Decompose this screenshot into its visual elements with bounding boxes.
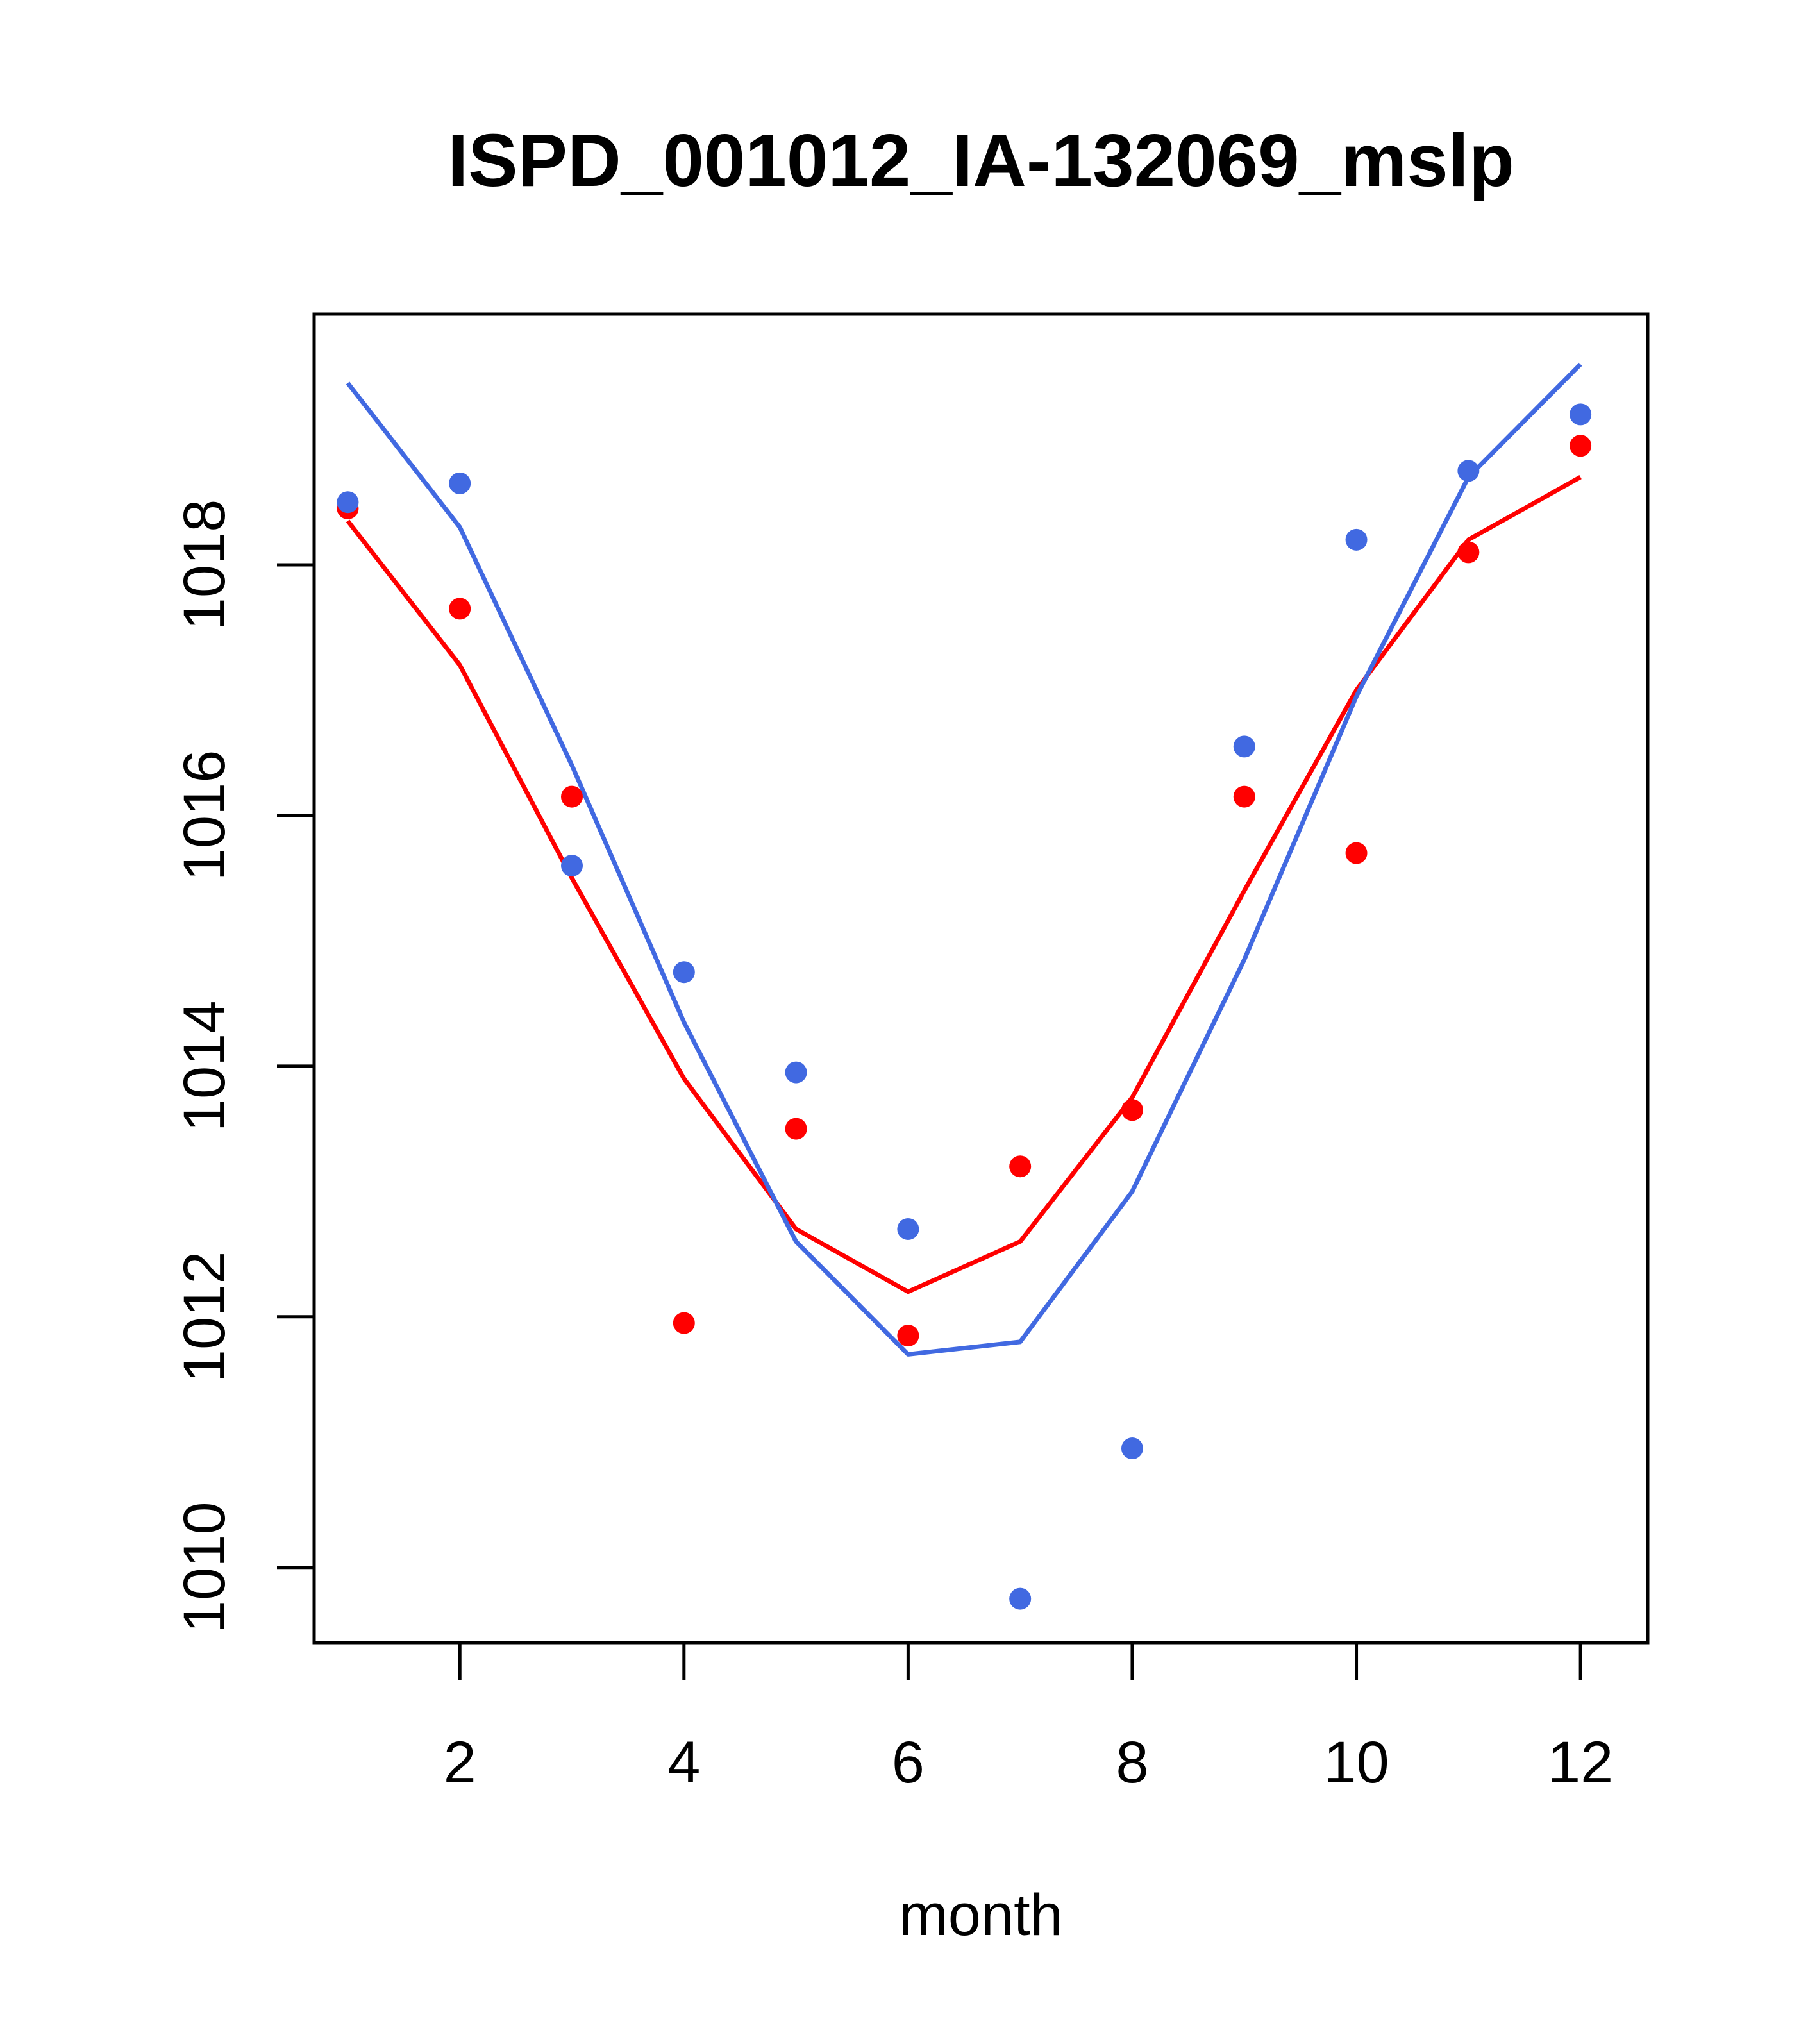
blue-line-series	[346, 362, 1582, 1357]
blue-points-point-10	[1345, 528, 1368, 551]
x-tick-label-4: 10	[1323, 1730, 1389, 1795]
blue-points-point-12	[1570, 403, 1592, 426]
y-axis: 1010 1012 1014 1016 1018	[172, 499, 316, 1633]
blue-points-point-7	[1009, 1587, 1032, 1610]
blue-points-point-5	[785, 1061, 807, 1084]
x-tick-label-2: 6	[892, 1730, 925, 1795]
red-points-point-3	[561, 785, 583, 808]
blue-points-point-6	[897, 1218, 919, 1240]
red-points-point-7	[1009, 1155, 1032, 1178]
y-tick-label-0: 1010	[172, 1502, 237, 1633]
y-tick-label-4: 1018	[172, 499, 237, 631]
series-lines	[346, 362, 1582, 1357]
blue-points-point-9	[1233, 735, 1255, 758]
blue-points-point-1	[337, 491, 359, 514]
chart-title: ISPD_001012_IA-132069_mslp	[448, 119, 1514, 202]
red-points-point-5	[785, 1118, 807, 1140]
red-points-point-4	[673, 1312, 695, 1334]
blue-points-point-4	[673, 961, 695, 984]
red-points-point-12	[1570, 435, 1592, 457]
x-axis: 2 4 6 8 10 12	[444, 1641, 1613, 1795]
y-tick-label-1: 1012	[172, 1251, 237, 1382]
x-tick-label-3: 8	[1116, 1730, 1148, 1795]
red-points-point-11	[1457, 541, 1480, 564]
red-points-point-9	[1233, 785, 1255, 808]
x-axis-label: month	[899, 1882, 1063, 1948]
red-line-series	[346, 475, 1582, 1294]
x-tick-label-0: 2	[444, 1730, 476, 1795]
blue-points-point-2	[449, 472, 471, 494]
series-points	[337, 403, 1592, 1610]
y-tick-label-2: 1014	[172, 1000, 237, 1132]
blue-points-point-8	[1121, 1437, 1143, 1460]
red-points-point-8	[1121, 1099, 1143, 1121]
blue-points-point-3	[561, 855, 583, 877]
x-tick-label-1: 4	[667, 1730, 700, 1795]
red-points-point-6	[897, 1325, 919, 1347]
x-tick-label-5: 12	[1548, 1730, 1613, 1795]
red-points-point-10	[1345, 842, 1368, 864]
red-points-point-2	[449, 598, 471, 620]
y-tick-label-3: 1016	[172, 750, 237, 882]
blue-points-point-11	[1457, 460, 1480, 482]
